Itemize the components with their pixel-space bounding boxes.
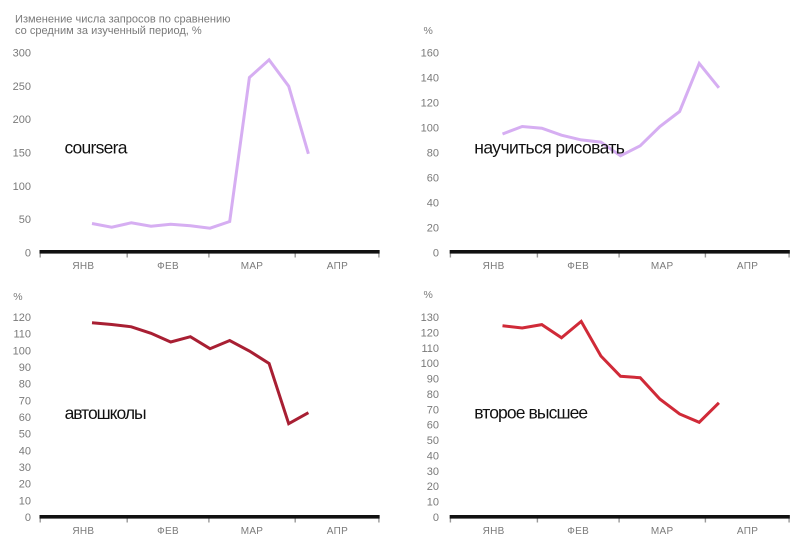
svg-text:200: 200 <box>13 114 31 126</box>
svg-text:ЯНВ: ЯНВ <box>483 261 505 272</box>
svg-text:ФЕВ: ФЕВ <box>567 261 589 272</box>
svg-text:160: 160 <box>421 48 439 60</box>
svg-text:110: 110 <box>13 329 31 341</box>
svg-text:90: 90 <box>19 362 31 374</box>
svg-text:Изменение числа запросов по ср: Изменение числа запросов по сравнению <box>15 13 230 25</box>
svg-text:ФЕВ: ФЕВ <box>157 526 179 537</box>
svg-text:научиться рисовать: научиться рисовать <box>474 138 625 158</box>
svg-text:0: 0 <box>433 248 439 260</box>
svg-text:70: 70 <box>427 404 439 416</box>
svg-text:%: % <box>13 291 22 303</box>
svg-text:250: 250 <box>13 81 31 93</box>
svg-text:40: 40 <box>19 445 31 457</box>
svg-text:120: 120 <box>13 312 31 324</box>
svg-text:110: 110 <box>421 343 439 355</box>
svg-text:90: 90 <box>427 374 439 386</box>
svg-text:100: 100 <box>421 358 439 370</box>
svg-text:второе высшее: второе высшее <box>474 403 587 423</box>
svg-text:40: 40 <box>427 198 439 210</box>
svg-text:70: 70 <box>19 395 31 407</box>
svg-text:АПР: АПР <box>737 261 758 272</box>
svg-text:0: 0 <box>25 512 31 524</box>
svg-text:ЯНВ: ЯНВ <box>483 526 505 537</box>
svg-text:100: 100 <box>421 123 439 135</box>
svg-text:%: % <box>424 289 433 301</box>
svg-text:80: 80 <box>427 148 439 160</box>
svg-text:МАР: МАР <box>651 261 674 272</box>
svg-text:0: 0 <box>25 248 31 260</box>
svg-text:30: 30 <box>19 462 31 474</box>
svg-text:10: 10 <box>19 495 31 507</box>
svg-text:со средним за изученный период: со средним за изученный период, % <box>15 25 202 37</box>
svg-text:150: 150 <box>13 148 31 160</box>
svg-text:МАР: МАР <box>241 261 264 272</box>
svg-text:30: 30 <box>427 466 439 478</box>
svg-text:80: 80 <box>19 379 31 391</box>
svg-text:ЯНВ: ЯНВ <box>72 526 94 537</box>
svg-text:100: 100 <box>13 345 31 357</box>
svg-text:20: 20 <box>427 223 439 235</box>
svg-text:автошколы: автошколы <box>65 403 146 423</box>
svg-text:%: % <box>424 25 433 37</box>
svg-text:50: 50 <box>427 435 439 447</box>
svg-text:300: 300 <box>13 48 31 60</box>
svg-text:АПР: АПР <box>327 261 348 272</box>
svg-text:60: 60 <box>427 173 439 185</box>
svg-text:0: 0 <box>433 512 439 524</box>
svg-text:coursera: coursera <box>65 137 128 157</box>
svg-text:50: 50 <box>19 214 31 226</box>
svg-text:40: 40 <box>427 451 439 463</box>
svg-text:100: 100 <box>13 181 31 193</box>
svg-text:ФЕВ: ФЕВ <box>567 526 589 537</box>
svg-text:МАР: МАР <box>241 526 264 537</box>
svg-text:10: 10 <box>427 497 439 509</box>
svg-text:20: 20 <box>427 481 439 493</box>
svg-text:50: 50 <box>19 429 31 441</box>
svg-text:120: 120 <box>421 327 439 339</box>
svg-text:120: 120 <box>421 98 439 110</box>
svg-text:140: 140 <box>421 73 439 85</box>
svg-text:130: 130 <box>421 312 439 324</box>
svg-text:ЯНВ: ЯНВ <box>72 261 94 272</box>
svg-text:20: 20 <box>19 479 31 491</box>
svg-text:АПР: АПР <box>737 526 758 537</box>
svg-text:60: 60 <box>19 412 31 424</box>
svg-text:60: 60 <box>427 420 439 432</box>
svg-text:МАР: МАР <box>651 526 674 537</box>
svg-text:АПР: АПР <box>327 526 348 537</box>
svg-text:80: 80 <box>427 389 439 401</box>
svg-text:ФЕВ: ФЕВ <box>157 261 179 272</box>
